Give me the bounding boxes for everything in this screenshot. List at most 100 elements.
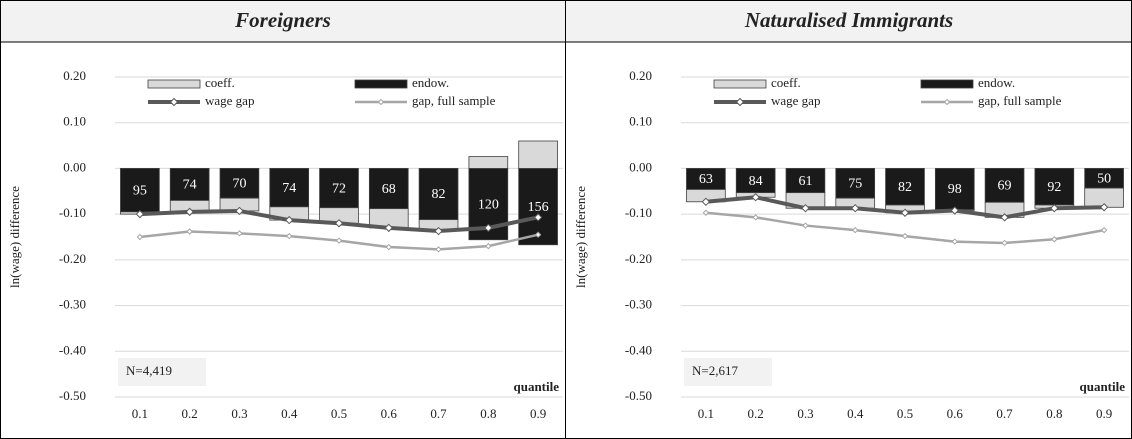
x-tick-label: 0.7 bbox=[430, 406, 447, 421]
x-axis-label: quantile bbox=[513, 379, 559, 394]
bar-label: 82 bbox=[432, 187, 446, 202]
y-tick-label: 0.20 bbox=[63, 68, 86, 83]
bar-label: 68 bbox=[382, 182, 396, 197]
x-tick-label: 0.3 bbox=[231, 406, 247, 421]
x-tick-label: 0.3 bbox=[797, 406, 813, 421]
annotation: N=4,419 bbox=[126, 363, 172, 378]
marker bbox=[435, 246, 442, 253]
marker bbox=[235, 206, 244, 216]
x-tick-label: 0.4 bbox=[281, 406, 298, 421]
marker bbox=[752, 214, 759, 221]
marker bbox=[185, 207, 194, 217]
marker bbox=[900, 208, 910, 217]
marker bbox=[534, 231, 542, 238]
x-tick-label: 0.5 bbox=[331, 406, 347, 421]
marker bbox=[801, 203, 810, 213]
marker bbox=[286, 232, 293, 240]
x-axis-label: quantile bbox=[1079, 379, 1125, 394]
bar bbox=[418, 168, 459, 221]
bar-label: 74 bbox=[282, 181, 296, 196]
marker bbox=[334, 219, 344, 228]
x-tick-label: 0.9 bbox=[1096, 406, 1112, 421]
marker bbox=[384, 223, 393, 233]
bar-label: 72 bbox=[332, 181, 346, 196]
marker bbox=[751, 193, 760, 202]
legend-swatch bbox=[354, 79, 408, 89]
marker bbox=[335, 237, 343, 244]
annotation-box bbox=[118, 358, 206, 386]
legend-swatch bbox=[147, 79, 201, 89]
marker bbox=[901, 232, 909, 240]
y-tick-label: -0.40 bbox=[625, 342, 652, 357]
marker bbox=[485, 242, 492, 250]
bar bbox=[785, 168, 826, 194]
y-tick-label: -0.40 bbox=[59, 342, 86, 357]
y-tick-label: -0.30 bbox=[625, 297, 652, 312]
bar-label: 120 bbox=[478, 197, 499, 212]
x-tick-label: 0.8 bbox=[480, 406, 496, 421]
legend-marker bbox=[377, 98, 385, 106]
x-tick-label: 0.5 bbox=[897, 406, 913, 421]
bar-label: 63 bbox=[699, 172, 713, 187]
legend-swatch bbox=[713, 79, 767, 89]
marker bbox=[851, 203, 860, 213]
marker bbox=[385, 243, 392, 251]
annotation-box bbox=[684, 358, 772, 386]
marker bbox=[236, 230, 243, 237]
bar-label: 156 bbox=[528, 200, 549, 215]
legend-label: wage gap bbox=[205, 93, 254, 108]
bar-label: 75 bbox=[848, 177, 862, 192]
bar-label: 84 bbox=[749, 174, 763, 189]
y-tick-label: 0.00 bbox=[63, 159, 86, 174]
y-tick-label: -0.30 bbox=[59, 297, 86, 312]
y-tick-label: -0.10 bbox=[625, 205, 652, 220]
bar-label: 61 bbox=[798, 174, 812, 189]
legend-label: wage gap bbox=[771, 93, 820, 108]
marker bbox=[135, 209, 145, 219]
y-tick-label: 0.00 bbox=[629, 159, 652, 174]
marker bbox=[1099, 203, 1109, 212]
y-tick-label: -0.50 bbox=[625, 388, 652, 403]
bar-label: 74 bbox=[183, 178, 197, 193]
marker bbox=[1001, 239, 1008, 247]
x-tick-label: 0.6 bbox=[947, 406, 964, 421]
x-tick-label: 0.4 bbox=[847, 406, 864, 421]
legend-marker bbox=[169, 97, 179, 107]
marker bbox=[802, 222, 809, 229]
x-tick-label: 0.9 bbox=[530, 406, 546, 421]
legend-label: gap, full sample bbox=[978, 93, 1062, 108]
legend-marker bbox=[735, 97, 745, 107]
legend-label: endow. bbox=[978, 75, 1015, 90]
marker bbox=[285, 215, 294, 225]
marker bbox=[1000, 213, 1009, 222]
chart-title: Naturalised Immigrants bbox=[744, 8, 953, 32]
y-tick-label: -0.20 bbox=[59, 251, 86, 266]
legend-label: gap, full sample bbox=[412, 93, 496, 108]
marker bbox=[852, 226, 859, 234]
x-tick-label: 0.1 bbox=[698, 406, 714, 421]
legend-label: coeff. bbox=[771, 75, 801, 90]
y-tick-label: 0.10 bbox=[629, 114, 652, 129]
y-axis-label: ln(wage) difference bbox=[573, 186, 588, 288]
marker bbox=[533, 213, 543, 222]
marker bbox=[701, 197, 711, 207]
legend-label: coeff. bbox=[205, 75, 235, 90]
bar bbox=[1034, 168, 1075, 206]
marker bbox=[484, 223, 493, 233]
bar-label: 50 bbox=[1097, 171, 1111, 186]
marker bbox=[702, 209, 710, 216]
bar bbox=[319, 168, 359, 209]
y-tick-label: -0.20 bbox=[625, 251, 652, 266]
y-tick-label: -0.50 bbox=[59, 388, 86, 403]
x-tick-label: 0.8 bbox=[1046, 406, 1062, 421]
bar bbox=[518, 140, 558, 169]
x-tick-label: 0.2 bbox=[182, 406, 198, 421]
x-tick-label: 0.7 bbox=[996, 406, 1013, 421]
bar bbox=[269, 168, 310, 208]
y-tick-label: 0.20 bbox=[629, 68, 652, 83]
y-tick-label: -0.10 bbox=[59, 205, 86, 220]
x-tick-label: 0.6 bbox=[381, 406, 398, 421]
marker bbox=[950, 206, 959, 215]
chart-title: Foreigners bbox=[234, 8, 331, 32]
